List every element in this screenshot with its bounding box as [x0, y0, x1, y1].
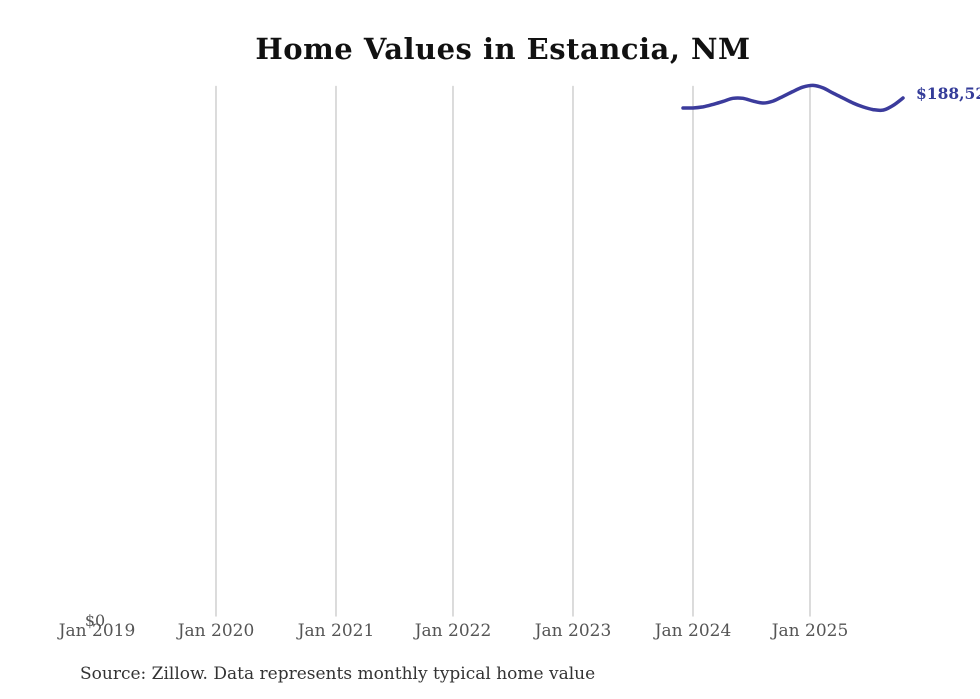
x-axis-label-2019: Jan 2019: [58, 621, 136, 641]
current-value-label: $188,522: [916, 84, 980, 103]
x-axis-label-2022: Jan 2022: [414, 621, 492, 641]
x-axis-label-2023: Jan 2023: [534, 621, 612, 641]
home-value-line: [681, 83, 905, 113]
vertical-gridlines: [215, 85, 811, 617]
x-axis-label-2025: Jan 2025: [771, 621, 849, 641]
x-axis-label-2024: Jan 2024: [654, 621, 732, 641]
x-axis-label-2021: Jan 2021: [297, 621, 375, 641]
x-axis-label-2020: Jan 2020: [177, 621, 255, 641]
chart-title: Home Values in Estancia, NM: [255, 32, 751, 66]
y-axis-zero-label: $0: [84, 611, 106, 630]
source-note: Source: Zillow. Data represents monthly …: [80, 664, 596, 684]
